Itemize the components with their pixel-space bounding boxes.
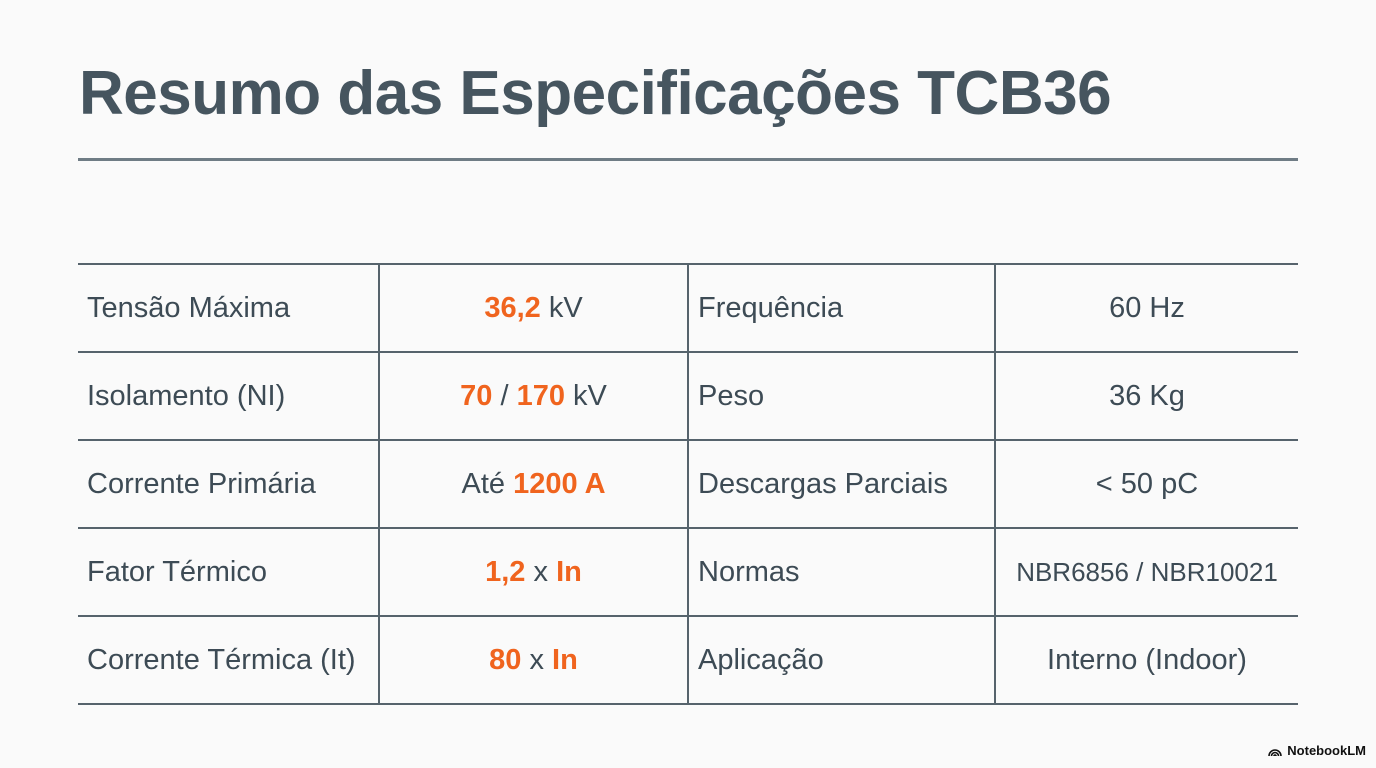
slide-title: Resumo das Especificações TCB36 <box>79 59 1112 128</box>
spec-label: Tensão Máxima <box>78 263 379 353</box>
spec-value: 1,2 x In <box>378 527 688 617</box>
spec-value: 80 x In <box>378 615 688 705</box>
spec-label: Normas <box>687 527 995 617</box>
spec-label: Peso <box>687 351 995 441</box>
table-row: Tensão Máxima 36,2 kV Frequência 60 Hz <box>78 263 1298 353</box>
value-text: x <box>525 555 557 588</box>
spec-label: Descargas Parciais <box>687 439 995 529</box>
spec-label: Aplicação <box>687 615 995 705</box>
table-row: Corrente Primária Até 1200 A Descargas Par… <box>78 439 1298 529</box>
spec-value: 36,2 kV <box>378 263 688 353</box>
spec-value: NBR6856 / NBR10021 <box>994 527 1298 617</box>
highlighted-value: In <box>552 643 578 676</box>
specs-table: Tensão Máxima 36,2 kV Frequência 60 Hz Isola… <box>78 263 1298 705</box>
value-text: Até <box>461 467 514 500</box>
spec-label: Corrente Térmica (It) <box>78 615 379 705</box>
notebooklm-logo-icon <box>1268 748 1283 756</box>
table-row: Corrente Térmica (It) 80 x In Aplicação Int… <box>78 615 1298 705</box>
spec-label: Corrente Primária <box>78 439 379 529</box>
highlighted-value: 1200 A <box>513 467 606 500</box>
spec-value: < 50 pC <box>994 439 1298 529</box>
spec-value: 60 Hz <box>994 263 1298 353</box>
value-text: kV <box>564 379 607 412</box>
title-divider <box>78 158 1298 161</box>
highlighted-value: 170 <box>516 379 565 412</box>
brand-label: NotebookLM <box>1287 743 1366 758</box>
spec-value: Até 1200 A <box>378 439 688 529</box>
spec-label: Isolamento (NI) <box>78 351 379 441</box>
spec-value: Interno (Indoor) <box>994 615 1298 705</box>
highlighted-value: 1,2 <box>485 555 526 588</box>
spec-label: Frequência <box>687 263 995 353</box>
table-row: Isolamento (NI) 70 / 170 kV Peso 36 Kg <box>78 351 1298 441</box>
highlighted-value: 70 <box>460 379 493 412</box>
table-row: Fator Térmico 1,2 x In Normas NBR6856 / NBR… <box>78 527 1298 617</box>
highlighted-value: 36,2 <box>484 291 541 324</box>
spec-value: 36 Kg <box>994 351 1298 441</box>
spec-value: 70 / 170 kV <box>378 351 688 441</box>
highlighted-value: In <box>556 555 582 588</box>
value-text: x <box>521 643 553 676</box>
value-text: / <box>492 379 517 412</box>
highlighted-value: 80 <box>489 643 522 676</box>
notebooklm-brand: NotebookLM <box>1268 743 1366 758</box>
value-text: kV <box>540 291 583 324</box>
spec-label: Fator Térmico <box>78 527 379 617</box>
